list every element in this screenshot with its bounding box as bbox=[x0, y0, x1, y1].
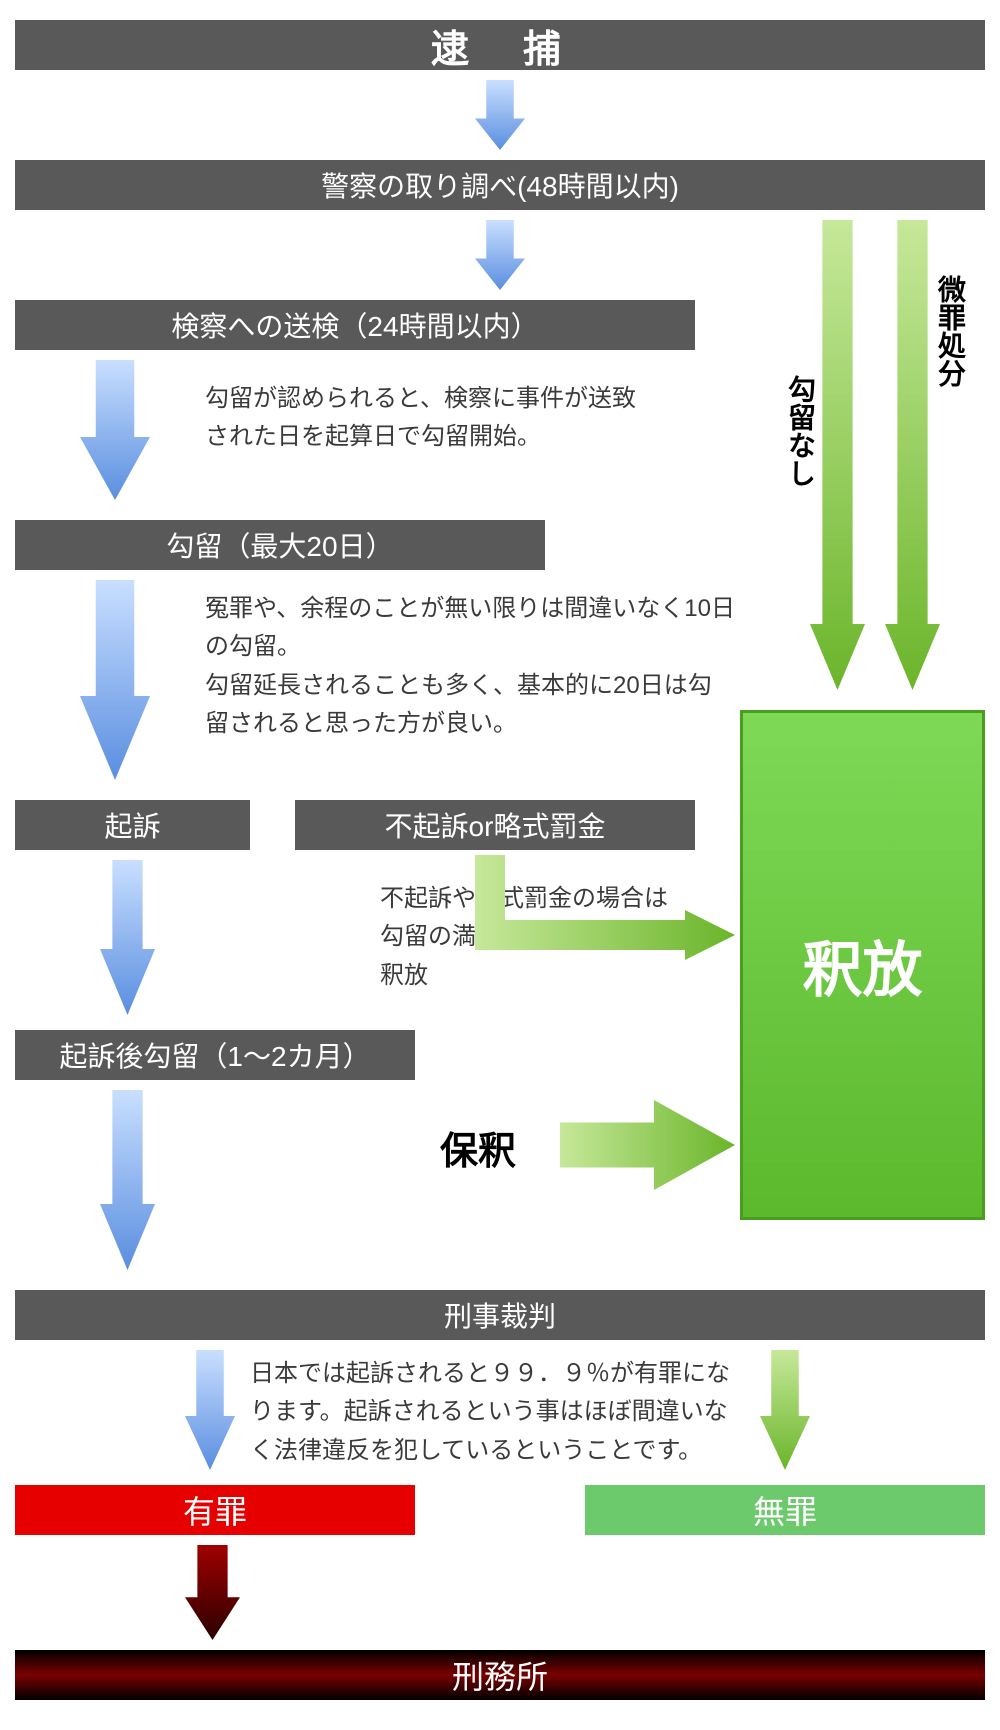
arrow-blue-down-5 bbox=[90, 1090, 165, 1275]
arrow-blue-down-1 bbox=[465, 220, 535, 295]
bar-detention: 勾留（最大20日） bbox=[15, 520, 545, 570]
bar-noindict: 不起訴or略式罰金 bbox=[295, 800, 695, 850]
guilty-box: 有罪 bbox=[15, 1485, 415, 1535]
bar-indict: 起訴 bbox=[15, 800, 250, 850]
arrow-blue-down-3 bbox=[70, 580, 160, 785]
arrow-darkred-down bbox=[175, 1545, 250, 1645]
arrow-green-down-1 bbox=[875, 220, 950, 695]
arrow-green-elbow bbox=[475, 855, 740, 1000]
bail-label: 保釈 bbox=[440, 1120, 516, 1175]
arrow-green-down-0 bbox=[800, 220, 875, 695]
release-box: 釈放 bbox=[740, 710, 985, 1220]
arrow-blue-down-4 bbox=[90, 860, 165, 1020]
bar-arrest: 逮 捕 bbox=[15, 20, 985, 70]
arrow-blue-down-2 bbox=[70, 360, 160, 505]
prison-bar: 刑務所 bbox=[15, 1650, 985, 1700]
desc-2: 冤罪や、余程のことが無い限りは間違いなく10日の勾留。 勾留延長されることも多く… bbox=[205, 590, 735, 744]
arrow-green-right-bail bbox=[560, 1095, 740, 1195]
bar-prosecutor: 検察への送検（24時間以内） bbox=[15, 300, 695, 350]
bar-trial: 刑事裁判 bbox=[15, 1290, 985, 1340]
arrow-blue-down-0 bbox=[465, 80, 535, 155]
desc-1: 勾留が認められると、検察に事件が送致された日を起算日で勾留開始。 bbox=[205, 380, 655, 457]
innocent-box: 無罪 bbox=[585, 1485, 985, 1535]
desc-4: 日本では起訴されると９９．９％が有罪になります。起訴されるという事はほぼ間違いな… bbox=[250, 1355, 740, 1470]
bar-police: 警察の取り調べ(48時間以内) bbox=[15, 160, 985, 210]
bar-postindict: 起訴後勾留（1～2カ月） bbox=[15, 1030, 415, 1080]
arrow-blue-down-6 bbox=[175, 1350, 245, 1475]
arrow-green-down-2 bbox=[750, 1350, 820, 1475]
